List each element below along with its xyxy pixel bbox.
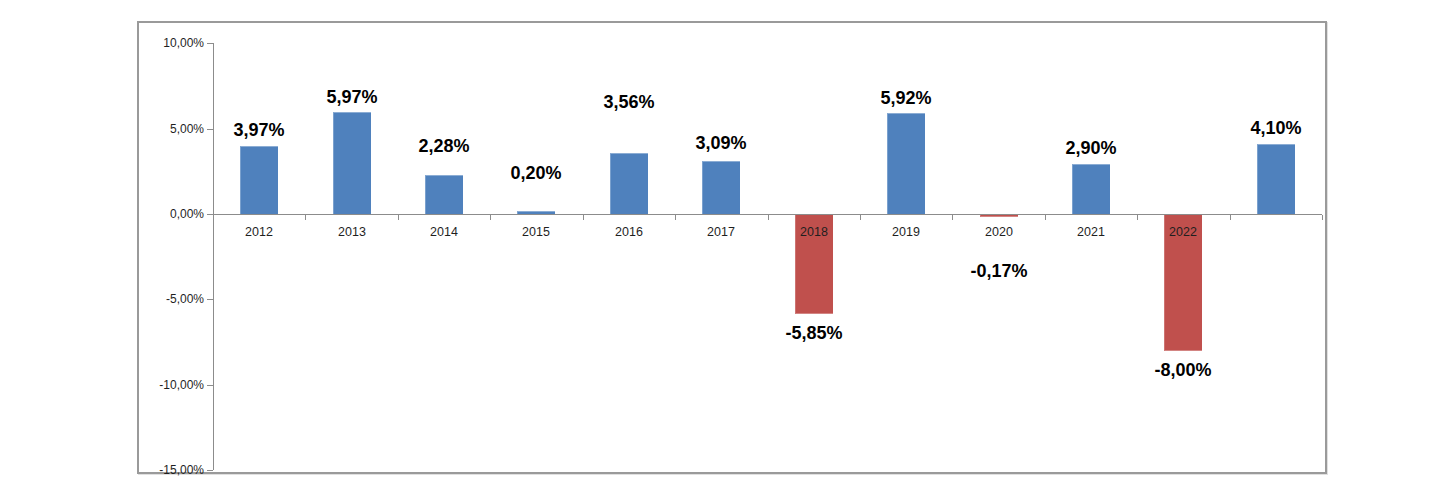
bar-2020: [980, 215, 1018, 217]
y-axis-tick-label: 0,00%: [124, 206, 204, 222]
y-axis-tick: [207, 385, 213, 386]
bar-col-12: [1257, 144, 1295, 214]
x-category-label-2020: 2020: [959, 224, 1039, 240]
y-axis-line: [213, 43, 214, 470]
value-label-col-12: 4,10%: [1216, 117, 1336, 139]
value-label-2014: 2,28%: [384, 135, 504, 157]
x-category-label-2019: 2019: [866, 224, 946, 240]
y-axis-tick-label: 5,00%: [124, 121, 204, 137]
x-axis-tick: [1230, 215, 1231, 220]
value-label-2021: 2,90%: [1031, 137, 1151, 159]
value-label-2019: 5,92%: [846, 87, 966, 109]
y-axis-tick: [207, 299, 213, 300]
value-label-2017: 3,09%: [661, 132, 781, 154]
bar-2012: [240, 146, 278, 214]
x-category-label-2016: 2016: [589, 224, 669, 240]
bar-2019: [887, 113, 925, 214]
x-axis-tick: [305, 215, 306, 220]
bar-2016: [610, 153, 648, 214]
x-axis-tick: [490, 215, 491, 220]
y-axis-tick-label: -15,00%: [124, 462, 204, 478]
bar-2014: [425, 175, 463, 214]
value-label-2016: 3,56%: [569, 91, 689, 113]
y-axis-tick: [207, 43, 213, 44]
x-category-label-2012: 2012: [219, 224, 299, 240]
value-label-2013: 5,97%: [292, 86, 412, 108]
x-category-label-2013: 2013: [312, 224, 392, 240]
y-axis-tick-label: 10,00%: [124, 35, 204, 51]
x-axis-tick: [398, 215, 399, 220]
x-axis-tick: [1137, 215, 1138, 220]
x-axis-tick: [860, 215, 861, 220]
x-category-label-2021: 2021: [1051, 224, 1131, 240]
x-axis-tick: [583, 215, 584, 220]
x-category-label-2017: 2017: [681, 224, 761, 240]
bar-2017: [702, 161, 740, 214]
x-category-label-2018: 2018: [774, 224, 854, 240]
x-category-label-2015: 2015: [496, 224, 576, 240]
value-label-2022: -8,00%: [1123, 359, 1243, 381]
value-label-2020: -0,17%: [939, 260, 1059, 282]
x-axis-tick: [675, 215, 676, 220]
x-category-label-2014: 2014: [404, 224, 484, 240]
x-axis-tick: [213, 215, 214, 220]
x-axis-tick: [1045, 215, 1046, 220]
value-label-2015: 0,20%: [476, 162, 596, 184]
bar-2013: [333, 112, 371, 214]
x-axis-tick: [952, 215, 953, 220]
x-category-label-2022: 2022: [1143, 224, 1223, 240]
bar-2021: [1072, 164, 1110, 214]
bar-2015: [517, 211, 555, 214]
chart-canvas: 10,00% 5,00% 0,00% -5,00% -10,00% -15,00% 2012…: [0, 0, 1442, 502]
value-label-2012: 3,97%: [199, 119, 319, 141]
value-label-2018: -5,85%: [754, 322, 874, 344]
y-axis-tick: [207, 470, 213, 471]
x-axis-tick: [768, 215, 769, 220]
y-axis-tick-label: -10,00%: [124, 377, 204, 393]
x-axis-tick: [1322, 215, 1323, 220]
y-axis-tick-label: -5,00%: [124, 291, 204, 307]
